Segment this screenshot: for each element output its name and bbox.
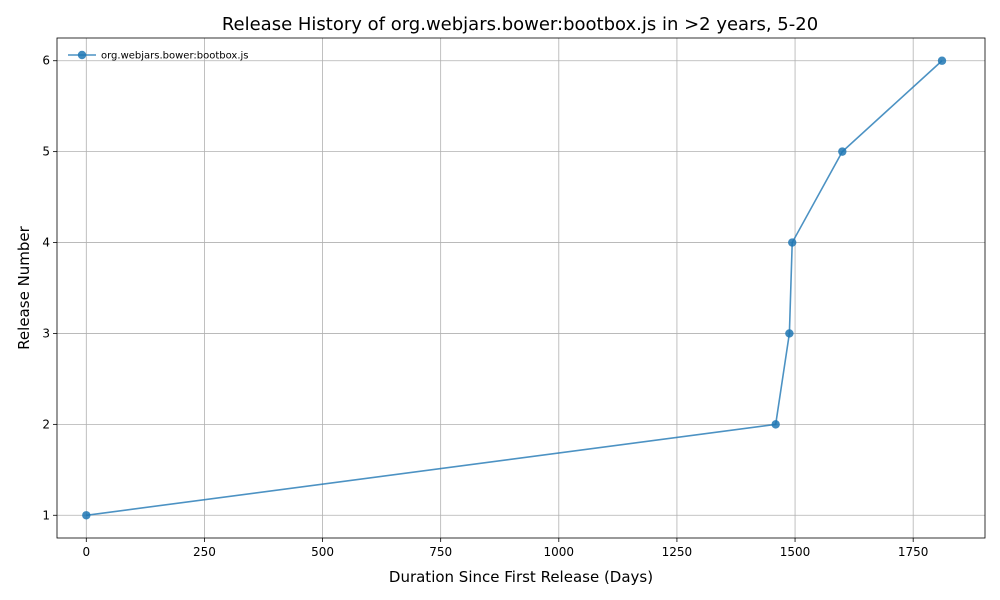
x-axis: 0 250 500 750 1000 1250 1500 1750	[82, 538, 928, 559]
plot-frame	[56, 37, 986, 539]
x-tick-label: 1000	[544, 545, 575, 559]
y-tick-label: 2	[42, 417, 50, 431]
data-point	[771, 420, 780, 429]
y-axis: 1 2 3 4 5 6	[42, 54, 57, 522]
x-tick-label: 1250	[662, 545, 693, 559]
x-tick-label: 0	[82, 545, 90, 559]
y-tick-label: 5	[42, 145, 50, 159]
legend-label: org.webjars.bower:bootbox.js	[101, 51, 249, 62]
x-tick-label: 250	[193, 545, 216, 559]
x-tick-label: 1750	[898, 545, 929, 559]
x-tick-label: 1500	[780, 545, 811, 559]
grid	[57, 38, 985, 538]
series-line	[86, 60, 943, 517]
data-point	[82, 511, 91, 520]
series-layer	[82, 56, 947, 520]
data-point	[788, 238, 797, 247]
x-axis-label: Duration Since First Release (Days)	[389, 568, 653, 586]
legend: org.webjars.bower:bootbox.js	[68, 51, 249, 62]
data-point	[937, 56, 947, 65]
y-tick-label: 6	[42, 54, 50, 68]
legend-marker	[77, 50, 87, 60]
y-tick-label: 3	[42, 326, 50, 340]
data-point	[838, 147, 847, 156]
chart-title: Release History of org.webjars.bower:boo…	[222, 14, 818, 35]
x-tick-label: 500	[311, 545, 334, 559]
y-tick-label: 1	[42, 508, 50, 522]
y-axis-label: Release Number	[15, 225, 33, 349]
x-tick-label: 750	[429, 545, 452, 559]
data-point	[785, 329, 794, 338]
y-tick-label: 4	[42, 236, 50, 250]
